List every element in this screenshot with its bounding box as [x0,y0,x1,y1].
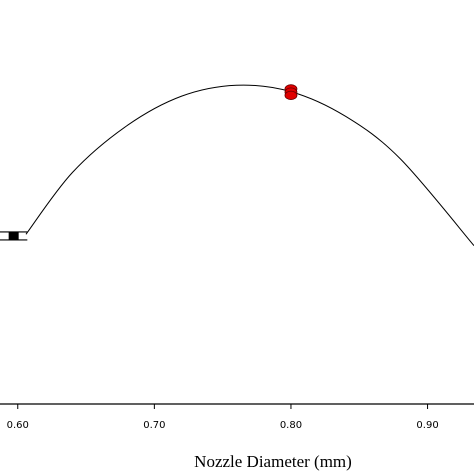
x-tick-label: 0.70 [143,420,165,431]
x-tick-label: 0.80 [280,420,302,431]
x-tick-label: 0.90 [416,420,438,431]
design-points [284,84,298,100]
x-axis-title: Nozzle Diameter (mm) [194,452,352,471]
x-ticks: 0.60 0.70 0.80 0.90 [7,404,439,431]
error-bar [0,231,28,241]
design-point-marker [284,90,298,100]
error-bar-marker [8,231,19,240]
response-curve [25,84,474,246]
x-tick-label: 0.60 [7,420,29,431]
